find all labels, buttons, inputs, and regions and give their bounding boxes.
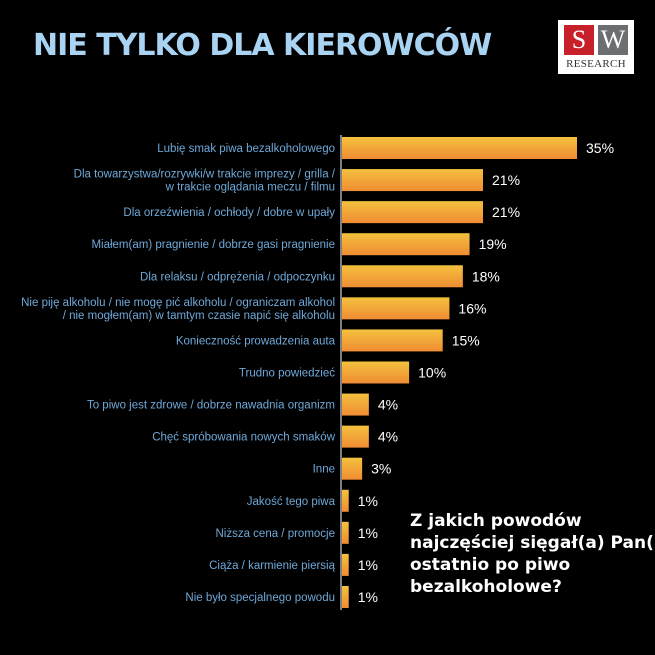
bar-value-label: 1%	[358, 493, 378, 509]
question-line: ostatnio po piwo	[410, 555, 571, 575]
bar	[342, 457, 363, 480]
logo-letter-s: S	[564, 25, 594, 55]
logo-text: RESEARCH	[566, 58, 626, 70]
bar	[342, 489, 349, 512]
bar-value-label: 3%	[371, 461, 391, 477]
category-label: Lubię smak piwa bezalkoholowego	[157, 143, 335, 155]
category-label: Dla orzeźwienia / ochłody / dobre w upał…	[123, 207, 335, 219]
bar-value-label: 1%	[358, 589, 378, 605]
bar	[342, 361, 410, 384]
bar-value-label: 35%	[586, 140, 614, 156]
bar	[342, 137, 577, 159]
category-label: Nie było specjalnego powodu	[185, 592, 335, 604]
bar-value-label: 1%	[358, 557, 378, 573]
bar-value-label: 1%	[358, 525, 378, 541]
bar-value-label: 21%	[492, 204, 520, 220]
bar	[342, 233, 470, 256]
bar-value-label: 18%	[472, 268, 500, 284]
bar	[342, 393, 369, 416]
bar-value-label: 4%	[378, 429, 398, 445]
bar	[342, 297, 450, 320]
sw-research-logo: S W RESEARCH	[558, 20, 634, 74]
bar	[342, 201, 483, 224]
question-line: najczęściej sięgał(a) Pan(i)	[410, 533, 655, 553]
category-label: Trudno powiedzieć	[239, 367, 335, 379]
bar-value-label: 15%	[452, 332, 480, 348]
logo-letter-w: W	[598, 25, 628, 55]
bar	[342, 553, 349, 576]
category-label: Inne	[313, 464, 335, 476]
survey-question: Z jakich powodów najczęściej sięgał(a) P…	[410, 510, 655, 598]
bar	[342, 585, 349, 608]
question-line: Z jakich powodów	[410, 511, 582, 531]
category-label: To piwo jest zdrowe / dobrze nawadnia or…	[87, 400, 335, 412]
bar	[342, 169, 483, 192]
bar-value-label: 21%	[492, 172, 520, 188]
bar	[342, 329, 443, 352]
bar-value-label: 4%	[378, 397, 398, 413]
category-label: Dla relaksu / odprężenia / odpoczynku	[140, 271, 335, 283]
bar-value-label: 19%	[479, 236, 507, 252]
bar	[342, 521, 349, 544]
category-label: Miałem(am) pragnienie / dobrze gasi prag…	[91, 239, 335, 251]
bar-value-label: 16%	[458, 300, 486, 316]
question-line: bezalkoholowe?	[410, 577, 562, 597]
category-label: Jakość tego piwa	[247, 496, 336, 508]
category-label: Niższa cena / promocje	[215, 528, 335, 540]
bar	[342, 425, 369, 448]
category-label: Dla towarzystwa/rozrywki/w trakcie impre…	[74, 169, 336, 194]
category-label: Chęć spróbowania nowych smaków	[152, 432, 336, 444]
category-label: Nie piję alkoholu / nie mogę pić alkohol…	[21, 297, 335, 322]
page-title: NIE TYLKO DLA KIEROWCÓW	[33, 28, 492, 63]
category-label: Ciąża / karmienie piersią	[209, 560, 336, 572]
bar	[342, 265, 463, 288]
bar-value-label: 10%	[418, 364, 446, 380]
category-label: Konieczność prowadzenia auta	[176, 335, 336, 347]
